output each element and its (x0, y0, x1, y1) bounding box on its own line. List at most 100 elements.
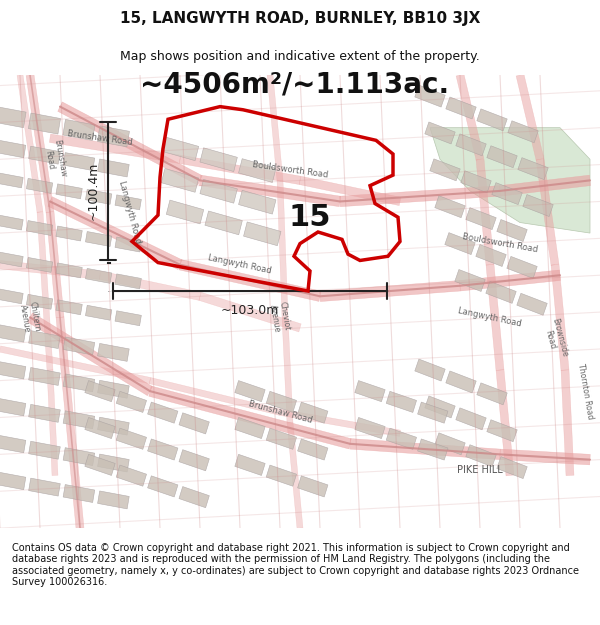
Polygon shape (49, 134, 181, 164)
Polygon shape (523, 194, 553, 216)
Polygon shape (466, 445, 496, 467)
Polygon shape (29, 146, 60, 164)
Text: Chiltern
Avenue: Chiltern Avenue (18, 301, 42, 334)
Polygon shape (340, 186, 500, 207)
Polygon shape (56, 184, 82, 199)
Text: Brunshaw Road: Brunshaw Road (247, 399, 313, 425)
Polygon shape (0, 173, 23, 188)
Polygon shape (161, 137, 199, 161)
Polygon shape (179, 259, 321, 301)
Text: Cheviot
Avenue: Cheviot Avenue (268, 301, 292, 334)
Polygon shape (97, 126, 130, 147)
Polygon shape (149, 378, 281, 415)
Polygon shape (98, 159, 129, 177)
Text: Brunshaw
Road: Brunshaw Road (42, 139, 68, 180)
Polygon shape (266, 465, 296, 486)
Polygon shape (63, 152, 95, 171)
Polygon shape (63, 484, 95, 502)
Text: Bouldsworth Road: Bouldsworth Road (461, 232, 538, 254)
Text: Langwyth Road: Langwyth Road (457, 306, 523, 329)
Polygon shape (507, 256, 537, 278)
Polygon shape (17, 74, 43, 213)
Polygon shape (179, 155, 301, 184)
Polygon shape (277, 180, 288, 318)
Text: Langwyth Road: Langwyth Road (117, 179, 143, 244)
Polygon shape (415, 85, 445, 107)
Polygon shape (26, 74, 54, 213)
Polygon shape (85, 381, 115, 402)
Polygon shape (47, 370, 58, 476)
Polygon shape (58, 102, 202, 185)
Polygon shape (26, 221, 53, 236)
Polygon shape (0, 346, 151, 384)
Polygon shape (148, 439, 178, 460)
Polygon shape (116, 391, 146, 412)
Polygon shape (418, 439, 448, 460)
Polygon shape (85, 454, 115, 476)
Polygon shape (149, 386, 351, 449)
Text: ~4506m²/~1.113ac.: ~4506m²/~1.113ac. (140, 70, 449, 98)
Polygon shape (355, 381, 385, 402)
Polygon shape (26, 178, 53, 193)
Polygon shape (0, 361, 26, 379)
Text: 15: 15 (289, 202, 331, 232)
Polygon shape (28, 313, 152, 396)
Text: PIKE HILL: PIKE HILL (457, 465, 503, 475)
Polygon shape (267, 74, 283, 181)
Text: Langwyth Road: Langwyth Road (208, 254, 272, 276)
Polygon shape (460, 270, 560, 291)
Text: ~100.4m: ~100.4m (87, 162, 100, 220)
Text: Brownside
Road: Brownside Road (541, 317, 569, 360)
Polygon shape (56, 263, 82, 278)
Polygon shape (0, 107, 26, 128)
Polygon shape (179, 412, 209, 434)
Polygon shape (200, 179, 238, 203)
Polygon shape (282, 318, 293, 423)
Polygon shape (115, 311, 142, 326)
Polygon shape (0, 472, 26, 489)
Polygon shape (29, 404, 60, 422)
Polygon shape (98, 454, 129, 472)
Polygon shape (435, 196, 465, 218)
Text: Bouldsworth Road: Bouldsworth Road (251, 160, 328, 179)
Polygon shape (235, 454, 265, 476)
Polygon shape (0, 252, 23, 267)
Polygon shape (320, 281, 460, 301)
Polygon shape (516, 74, 544, 161)
Polygon shape (487, 146, 517, 168)
Polygon shape (98, 380, 129, 398)
Polygon shape (536, 159, 559, 265)
Polygon shape (29, 441, 60, 459)
Polygon shape (425, 396, 455, 418)
Polygon shape (98, 343, 129, 361)
Polygon shape (487, 420, 517, 442)
Polygon shape (63, 448, 95, 466)
Polygon shape (161, 169, 199, 192)
Polygon shape (85, 305, 112, 320)
Text: Map shows position and indicative extent of the property.: Map shows position and indicative extent… (120, 50, 480, 62)
Polygon shape (476, 159, 494, 265)
Polygon shape (179, 487, 209, 508)
Polygon shape (85, 418, 115, 439)
Polygon shape (446, 371, 476, 393)
Polygon shape (430, 127, 590, 233)
Polygon shape (350, 439, 500, 459)
Polygon shape (0, 324, 26, 342)
Polygon shape (500, 449, 590, 465)
Polygon shape (85, 189, 112, 204)
Polygon shape (477, 109, 507, 131)
Polygon shape (430, 159, 460, 181)
Polygon shape (179, 449, 209, 471)
Polygon shape (239, 190, 276, 214)
Polygon shape (235, 418, 265, 439)
Polygon shape (99, 271, 201, 301)
Polygon shape (497, 457, 527, 479)
Polygon shape (63, 337, 95, 355)
Polygon shape (85, 268, 112, 283)
Text: Brunshaw Road: Brunshaw Road (67, 129, 133, 148)
Polygon shape (205, 211, 242, 235)
Polygon shape (466, 208, 496, 229)
Polygon shape (508, 121, 538, 142)
Polygon shape (46, 212, 64, 318)
Polygon shape (56, 317, 74, 423)
